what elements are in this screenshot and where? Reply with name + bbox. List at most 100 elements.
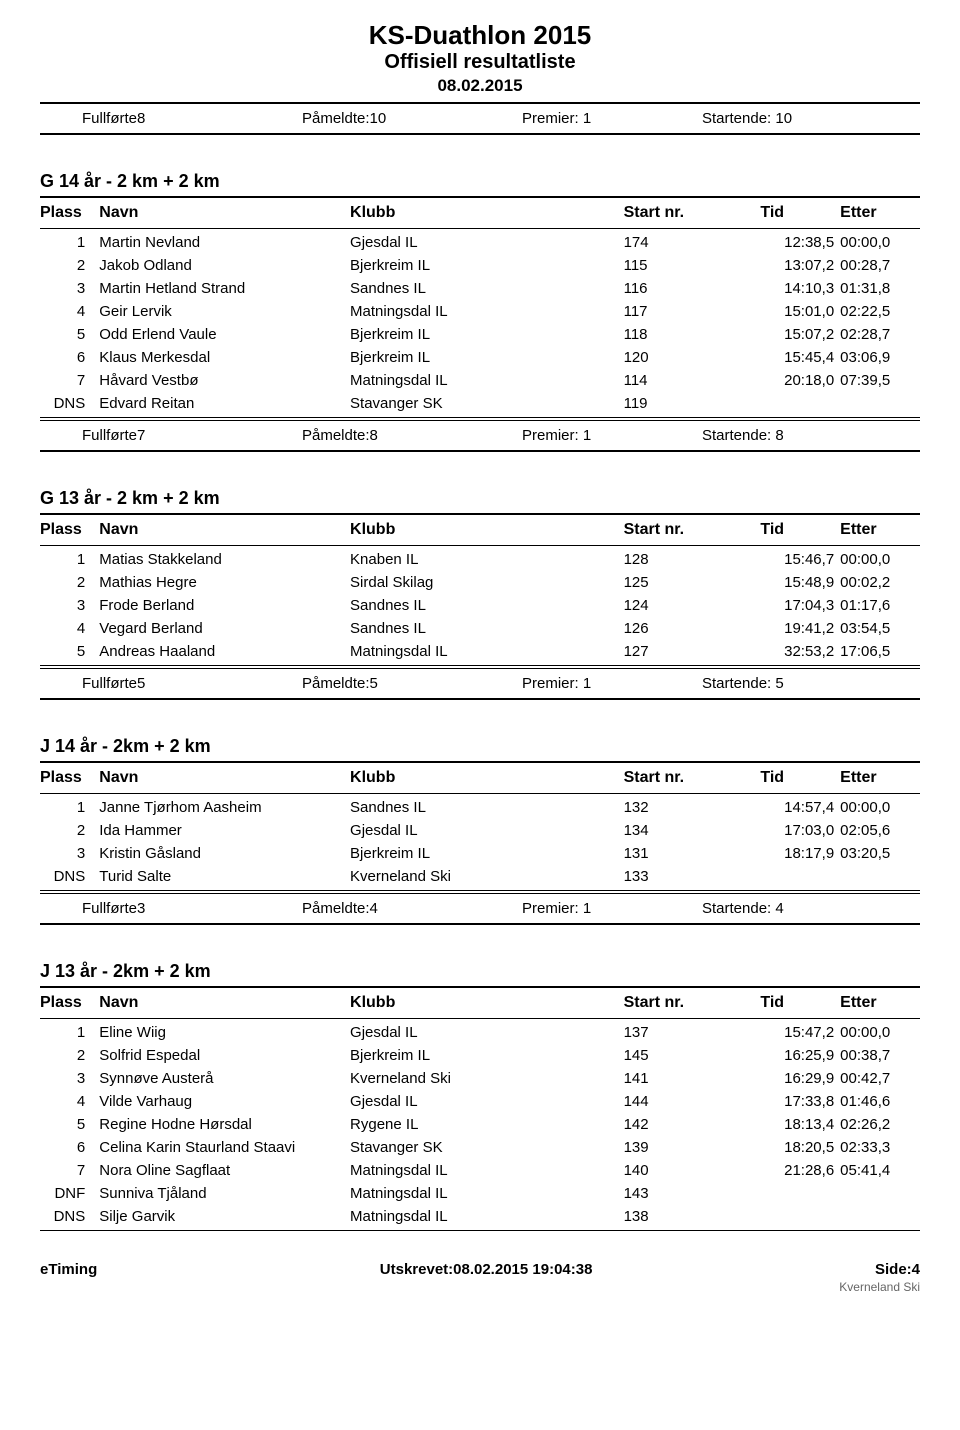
table-cell: 20:18,0 xyxy=(760,369,840,392)
table-cell: Klaus Merkesdal xyxy=(99,346,350,369)
column-header: Navn xyxy=(99,765,350,791)
table-cell: 15:01,0 xyxy=(760,300,840,323)
table-cell: Håvard Vestbø xyxy=(99,369,350,392)
column-header: Start nr. xyxy=(624,990,761,1016)
divider xyxy=(40,102,920,104)
table-cell: Sunniva Tjåland xyxy=(99,1182,350,1205)
table-cell: 114 xyxy=(624,369,761,392)
table-cell: Jakob Odland xyxy=(99,254,350,277)
table-cell: 15:47,2 xyxy=(760,1021,840,1044)
section-summary: Fullførte5Påmeldte:5Premier: 1Startende:… xyxy=(40,671,920,696)
table-cell: 18:20,5 xyxy=(760,1136,840,1159)
table-cell: DNS xyxy=(40,865,99,888)
table-cell: Nora Oline Sagflaat xyxy=(99,1159,350,1182)
table-cell: 07:39,5 xyxy=(840,369,920,392)
table-cell: 174 xyxy=(624,231,761,254)
table-cell xyxy=(760,1205,840,1228)
results-header: PlassNavnKlubbStart nr.TidEtter xyxy=(40,517,920,543)
divider xyxy=(40,420,920,421)
column-header: Klubb xyxy=(350,200,624,226)
table-cell: 5 xyxy=(40,640,99,663)
table-cell: Celina Karin Staurland Staavi xyxy=(99,1136,350,1159)
table-cell: Eline Wiig xyxy=(99,1021,350,1044)
column-header: Etter xyxy=(840,990,920,1016)
table-cell: 3 xyxy=(40,842,99,865)
table-cell: 03:20,5 xyxy=(840,842,920,865)
table-cell: Gjesdal IL xyxy=(350,819,624,842)
table-cell: 14:57,4 xyxy=(760,796,840,819)
table-cell: Matningsdal IL xyxy=(350,369,624,392)
column-header: Tid xyxy=(760,990,840,1016)
table-cell: 18:17,9 xyxy=(760,842,840,865)
table-cell: 143 xyxy=(624,1182,761,1205)
table-row: 1Janne Tjørhom AasheimSandnes IL13214:57… xyxy=(40,796,920,819)
table-row: 1Matias StakkelandKnaben IL12815:46,700:… xyxy=(40,548,920,571)
table-cell: Matias Stakkeland xyxy=(99,548,350,571)
divider xyxy=(40,450,920,452)
table-cell: 128 xyxy=(624,548,761,571)
section-summary: Fullførte3Påmeldte:4Premier: 1Startende:… xyxy=(40,896,920,921)
table-cell: 02:22,5 xyxy=(840,300,920,323)
table-cell: Geir Lervik xyxy=(99,300,350,323)
divider xyxy=(40,665,920,666)
table-cell: Bjerkreim IL xyxy=(350,323,624,346)
table-cell: Bjerkreim IL xyxy=(350,254,624,277)
table-cell: Edvard Reitan xyxy=(99,392,350,415)
table-cell: Matningsdal IL xyxy=(350,1159,624,1182)
table-cell: 115 xyxy=(624,254,761,277)
table-row: 4Vilde VarhaugGjesdal IL14417:33,801:46,… xyxy=(40,1090,920,1113)
table-row: DNSTurid SalteKverneland Ski133 xyxy=(40,865,920,888)
table-cell: Matningsdal IL xyxy=(350,1182,624,1205)
table-cell: Frode Berland xyxy=(99,594,350,617)
table-cell: 3 xyxy=(40,1067,99,1090)
table-cell: Matningsdal IL xyxy=(350,300,624,323)
column-header: Etter xyxy=(840,517,920,543)
table-cell: 00:00,0 xyxy=(840,1021,920,1044)
column-header: Plass xyxy=(40,765,99,791)
table-cell: 02:33,3 xyxy=(840,1136,920,1159)
table-row: 1Eline WiigGjesdal IL13715:47,200:00,0 xyxy=(40,1021,920,1044)
table-row: 7Håvard VestbøMatningsdal IL11420:18,007… xyxy=(40,369,920,392)
table-cell: 00:28,7 xyxy=(840,254,920,277)
column-header: Plass xyxy=(40,990,99,1016)
table-cell: 03:54,5 xyxy=(840,617,920,640)
footer-sub: Kverneland Ski xyxy=(40,1280,920,1294)
table-cell: 120 xyxy=(624,346,761,369)
column-header: Etter xyxy=(840,765,920,791)
table-cell xyxy=(760,865,840,888)
table-cell: Mathias Hegre xyxy=(99,571,350,594)
results-header: PlassNavnKlubbStart nr.TidEtter xyxy=(40,990,920,1016)
table-cell: 02:26,2 xyxy=(840,1113,920,1136)
divider xyxy=(40,923,920,925)
table-cell: 5 xyxy=(40,323,99,346)
table-cell: Martin Nevland xyxy=(99,231,350,254)
table-cell: 4 xyxy=(40,300,99,323)
table-cell: 141 xyxy=(624,1067,761,1090)
table-cell: Turid Salte xyxy=(99,865,350,888)
table-row: 4Vegard BerlandSandnes IL12619:41,203:54… xyxy=(40,617,920,640)
table-cell xyxy=(840,865,920,888)
table-row: 3Synnøve AusteråKverneland Ski14116:29,9… xyxy=(40,1067,920,1090)
table-cell xyxy=(760,392,840,415)
table-cell: 01:17,6 xyxy=(840,594,920,617)
divider xyxy=(40,668,920,669)
table-cell: Matningsdal IL xyxy=(350,640,624,663)
table-cell: 16:25,9 xyxy=(760,1044,840,1067)
table-cell: 119 xyxy=(624,392,761,415)
table-cell: Gjesdal IL xyxy=(350,231,624,254)
section-title: G 14 år - 2 km + 2 km xyxy=(40,171,920,192)
table-cell: 144 xyxy=(624,1090,761,1113)
table-cell: Bjerkreim IL xyxy=(350,1044,624,1067)
page-date: 08.02.2015 xyxy=(40,76,920,96)
table-cell: Bjerkreim IL xyxy=(350,842,624,865)
section-title: G 13 år - 2 km + 2 km xyxy=(40,488,920,509)
table-cell: 17:04,3 xyxy=(760,594,840,617)
column-header: Navn xyxy=(99,990,350,1016)
divider xyxy=(40,196,920,198)
table-cell: 15:07,2 xyxy=(760,323,840,346)
column-header: Etter xyxy=(840,200,920,226)
table-cell: 1 xyxy=(40,231,99,254)
table-cell: 12:38,5 xyxy=(760,231,840,254)
summary-fullforte: Fullførte7 xyxy=(82,427,302,444)
table-cell: Sandnes IL xyxy=(350,277,624,300)
